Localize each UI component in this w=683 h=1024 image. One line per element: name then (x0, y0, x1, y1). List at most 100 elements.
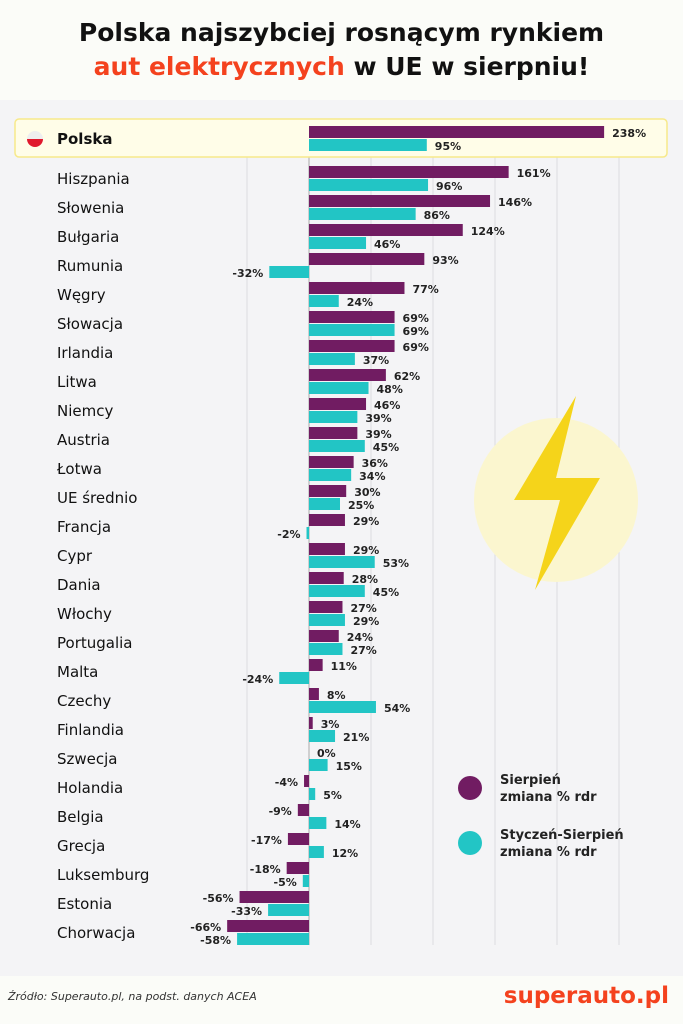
bar-aug (309, 485, 347, 497)
bar-ytd (309, 643, 343, 655)
category-label: Holandia (57, 779, 123, 797)
bar-ytd (309, 614, 345, 626)
data-label: 25% (348, 499, 374, 512)
bar-aug (309, 456, 354, 468)
data-label: 161% (517, 167, 551, 180)
data-label: 36% (362, 457, 388, 470)
data-label: -33% (231, 905, 262, 918)
data-label: 29% (353, 515, 379, 528)
data-label: 14% (334, 818, 360, 831)
bar-ytd (309, 382, 369, 394)
bar-aug (309, 688, 319, 700)
data-label: -5% (274, 876, 297, 889)
lightning-icon (514, 396, 600, 590)
bar-ytd (309, 179, 429, 191)
bar-aug (287, 833, 309, 845)
data-label: 34% (359, 470, 385, 483)
data-label: 48% (377, 383, 403, 396)
bar-aug (239, 891, 309, 903)
bar-aug (309, 282, 405, 294)
bar-ytd (309, 353, 355, 365)
category-label: Węgry (57, 286, 106, 304)
source-note: Źródło: Superauto.pl, na podst. danych A… (8, 990, 257, 1003)
data-label: 29% (353, 615, 379, 628)
title-rest: w UE w sierpniu! (344, 52, 590, 81)
bar-ytd (268, 904, 309, 916)
category-label: Chorwacja (57, 924, 135, 942)
flag-poland-white (27, 131, 43, 139)
data-label: 11% (331, 660, 357, 673)
bar-ytd (309, 817, 327, 829)
bar-ytd (309, 585, 365, 597)
data-label: 21% (343, 731, 369, 744)
data-label: -2% (277, 528, 300, 541)
bar-aug (309, 224, 463, 236)
data-label: -9% (269, 805, 292, 818)
legend-label: Sierpień (500, 773, 561, 788)
data-label: 95% (435, 140, 461, 153)
bar-ytd (309, 701, 376, 713)
legend-marker (458, 776, 482, 800)
legend-marker (458, 831, 482, 855)
bar-aug (309, 572, 344, 584)
data-label: 30% (354, 486, 380, 499)
data-label: 77% (412, 283, 438, 296)
data-label: 27% (350, 602, 376, 615)
bar-aug (227, 920, 309, 932)
data-label: 24% (347, 296, 373, 309)
data-label: 28% (352, 573, 378, 586)
flag-poland-red (27, 139, 43, 147)
data-label: -18% (250, 863, 281, 876)
bar-ytd (306, 527, 309, 539)
bar-ytd (309, 469, 352, 481)
bar-ytd (309, 788, 316, 800)
category-label: UE średnio (57, 489, 137, 507)
logo: superauto.pl (503, 983, 669, 1009)
category-label: Bułgaria (57, 228, 119, 246)
category-label: Dania (57, 576, 101, 594)
category-label: Finlandia (57, 721, 124, 739)
bar-ytd (309, 730, 336, 742)
bar-aug (309, 311, 395, 323)
bar-ytd (309, 759, 328, 771)
data-label: -32% (232, 267, 263, 280)
bar-aug (309, 601, 343, 613)
bar-aug (309, 659, 323, 671)
data-label: 0% (317, 747, 336, 760)
data-label: 45% (373, 586, 399, 599)
category-label: Szwecja (57, 750, 118, 768)
data-label: 69% (403, 341, 429, 354)
data-label: 124% (471, 225, 505, 238)
category-label: Czechy (57, 692, 111, 710)
category-label: Portugalia (57, 634, 132, 652)
legend-label: Styczeń-Sierpień (500, 828, 624, 843)
category-label: Irlandia (57, 344, 113, 362)
data-label: -24% (242, 673, 273, 686)
data-label: 3% (321, 718, 340, 731)
data-label: -58% (200, 934, 231, 947)
data-label: 12% (332, 847, 358, 860)
category-label: Łotwa (56, 460, 102, 478)
data-label: -17% (251, 834, 282, 847)
data-label: 27% (350, 644, 376, 657)
data-label: 46% (374, 399, 400, 412)
bar-aug (309, 717, 313, 729)
bar-aug (309, 166, 509, 178)
bar-aug (309, 427, 358, 439)
bar-aug (309, 126, 605, 138)
data-label: 146% (498, 196, 532, 209)
category-label: Litwa (57, 373, 97, 391)
bar-aug (309, 514, 345, 526)
category-label: Austria (57, 431, 110, 449)
bar-ytd (309, 411, 358, 423)
data-label: 46% (374, 238, 400, 251)
title-highlight: aut elektrycznych (93, 52, 345, 81)
bar-ytd (237, 933, 309, 945)
bar-ytd (309, 324, 395, 336)
bar-aug (309, 340, 395, 352)
bar-aug (309, 398, 367, 410)
category-label: Rumunia (57, 257, 123, 275)
category-label: Luksemburg (57, 866, 149, 884)
bar-ytd (309, 139, 427, 151)
